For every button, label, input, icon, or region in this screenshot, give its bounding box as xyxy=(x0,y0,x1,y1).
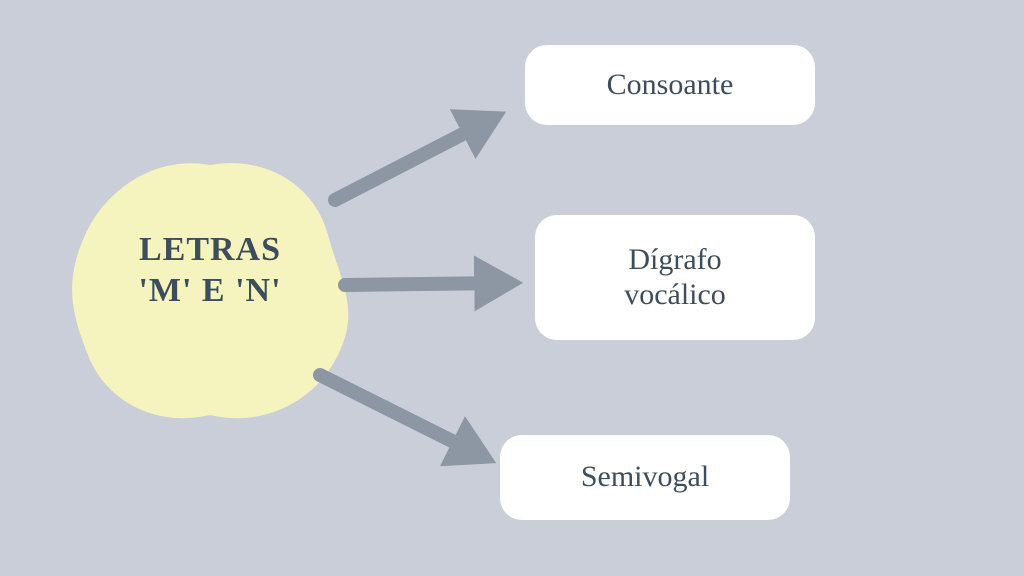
node-label: Dígrafo vocálico xyxy=(624,243,726,312)
arrow-to-digrafo xyxy=(345,283,505,285)
node-semivogal: Semivogal xyxy=(500,435,790,520)
center-title-line1: LETRAS xyxy=(85,230,335,271)
center-title: LETRAS 'M' E 'N' xyxy=(85,230,335,312)
diagram-canvas: LETRAS 'M' E 'N' Consoante Dígrafo vocál… xyxy=(0,0,1024,576)
center-title-line2: 'M' E 'N' xyxy=(85,271,335,312)
node-label: Semivogal xyxy=(581,460,709,495)
node-label: Consoante xyxy=(607,68,734,103)
node-consoante: Consoante xyxy=(525,45,815,125)
node-digrafo: Dígrafo vocálico xyxy=(535,215,815,340)
